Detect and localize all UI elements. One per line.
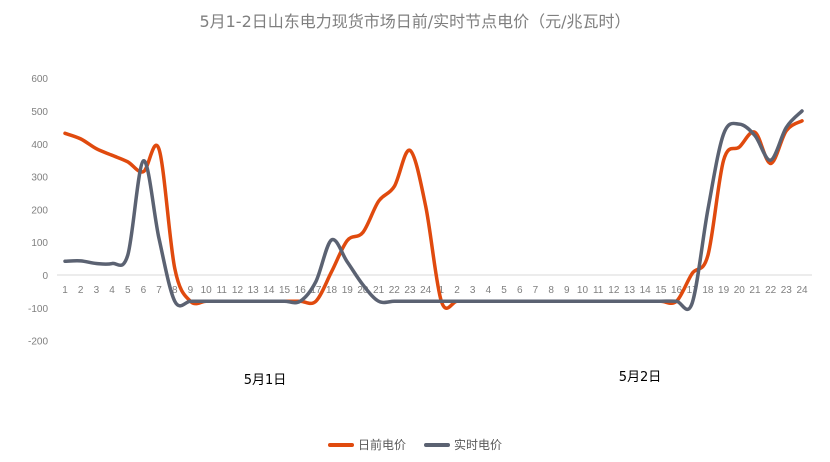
chart-title: 5月1-2日山东电力现货市场日前/实时节点电价（元/兆瓦时）	[199, 12, 631, 31]
x-tick-label: 23	[404, 285, 416, 296]
x-tick-label: 6	[517, 285, 523, 296]
x-tick-label: 16	[671, 285, 683, 296]
legend-label: 日前电价	[357, 438, 406, 452]
x-tick-label: 11	[593, 285, 604, 296]
legend-swatch	[424, 442, 450, 447]
series-line-实时电价	[63, 109, 804, 311]
x-tick-label: 13	[248, 285, 260, 296]
x-tick-label: 24	[796, 285, 808, 296]
legend: 日前电价 实时电价	[0, 436, 830, 453]
x-tick-label: 2	[78, 285, 84, 296]
x-tick-label: 18	[326, 285, 338, 296]
x-tick-label: 5	[125, 285, 131, 296]
x-tick-label: 15	[655, 285, 667, 296]
day-group-label: 5月1日	[244, 373, 287, 388]
day-group-label: 5月2日	[619, 370, 662, 385]
x-tick-label: 20	[357, 285, 369, 296]
legend-label: 实时电价	[454, 438, 503, 452]
x-tick-label: 2	[454, 285, 460, 296]
x-tick-label: 21	[373, 285, 385, 296]
y-tick-label: 600	[31, 74, 48, 85]
x-tick-label: 8	[172, 285, 178, 296]
y-tick-label: 0	[42, 271, 48, 282]
x-tick-label: 23	[781, 285, 793, 296]
x-tick-label: 1	[62, 285, 68, 296]
y-tick-label: -100	[28, 304, 48, 315]
x-tick-label: 7	[533, 285, 539, 296]
legend-item: 实时电价	[424, 436, 502, 453]
x-tick-label: 3	[470, 285, 476, 296]
x-tick-label: 19	[718, 285, 730, 296]
y-tick-label: 500	[31, 107, 48, 118]
x-tick-label: 22	[389, 285, 401, 296]
x-tick-label: 1	[439, 285, 445, 296]
x-tick-label: 14	[640, 285, 652, 296]
x-tick-label: 12	[232, 285, 244, 296]
y-tick-label: 200	[31, 205, 48, 216]
x-tick-label: 14	[263, 285, 275, 296]
y-tick-label: 100	[31, 238, 48, 249]
x-tick-label: 9	[564, 285, 570, 296]
x-tick-label: 18	[702, 285, 714, 296]
x-tick-label: 10	[201, 285, 213, 296]
x-tick-label: 16	[295, 285, 307, 296]
y-tick-label: 300	[31, 173, 48, 184]
x-tick-label: 9	[188, 285, 194, 296]
x-tick-label: 24	[420, 285, 432, 296]
x-tick-label: 17	[310, 285, 322, 296]
x-tick-label: 8	[548, 285, 554, 296]
x-tick-label: 15	[279, 285, 291, 296]
x-tick-label: 7	[156, 285, 162, 296]
x-tick-label: 19	[342, 285, 354, 296]
x-tick-label: 5	[501, 285, 507, 296]
x-tick-label: 21	[749, 285, 761, 296]
x-tick-label: 4	[486, 285, 492, 296]
y-tick-label: 400	[31, 140, 48, 151]
x-tick-label: 20	[734, 285, 746, 296]
x-tick-label: 10	[577, 285, 589, 296]
legend-item: 日前电价	[327, 436, 406, 453]
x-tick-label: 12	[608, 285, 620, 296]
y-tick-label: -200	[28, 337, 48, 348]
legend-swatch	[327, 442, 354, 447]
x-tick-label: 17	[687, 285, 699, 296]
x-tick-label: 11	[217, 285, 228, 296]
x-tick-label: 3	[94, 285, 100, 296]
x-tick-label: 4	[109, 285, 115, 296]
x-tick-label: 6	[141, 285, 147, 296]
x-tick-label: 22	[765, 285, 777, 296]
series-line-日前电价	[63, 119, 804, 310]
x-tick-label: 13	[624, 285, 636, 296]
